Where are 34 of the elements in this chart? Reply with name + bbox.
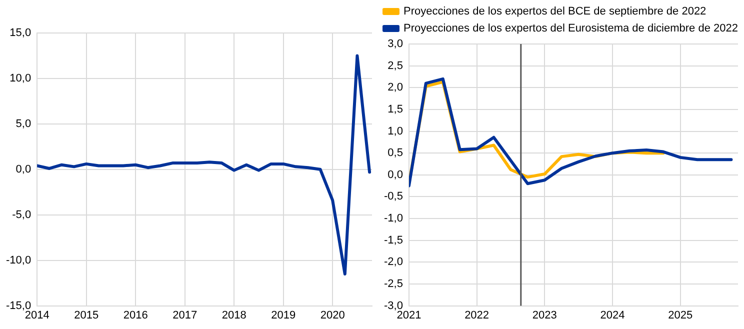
y-tick-label: 15,0 — [10, 27, 32, 40]
x-tick-label: 2014 — [24, 309, 50, 322]
y-tick-label: 2,0 — [388, 82, 403, 94]
y-tick-label: -1,0 — [384, 212, 403, 225]
y-tick-label: 10,0 — [10, 72, 32, 84]
x-tick-label: 2017 — [172, 309, 198, 322]
y-tick-label: -0,5 — [384, 190, 403, 203]
y-tick-label: 0,5 — [388, 147, 403, 160]
x-tick-label: 2023 — [532, 309, 557, 322]
y-tick-label: -2,5 — [384, 278, 403, 290]
x-tick-label: 2025 — [668, 309, 693, 322]
x-tick-label: 2020 — [320, 309, 345, 322]
y-tick-label: -2,0 — [384, 256, 403, 268]
legend-label: Proyecciones de los expertos del BCE de septiembre de 2022 — [404, 6, 706, 18]
y-tick-label: 1,0 — [388, 125, 403, 138]
y-tick-label: -3,0 — [384, 300, 403, 312]
x-tick-label: 2019 — [271, 309, 296, 322]
y-tick-label: 3,0 — [388, 38, 403, 50]
y-tick-label: -15,0 — [6, 300, 32, 312]
x-tick-label: 2021 — [396, 309, 422, 322]
x-tick-label: 2018 — [222, 309, 246, 322]
y-tick-label: -1,5 — [384, 234, 403, 246]
y-tick-label: 0,0 — [16, 163, 32, 176]
y-tick-label: -5,0 — [12, 208, 32, 221]
x-tick-label: 2015 — [74, 309, 99, 322]
x-tick-label: 2022 — [464, 309, 490, 322]
y-tick-label: 1,5 — [388, 103, 403, 116]
y-tick-label: 2,5 — [388, 60, 403, 72]
y-tick-label: -10,0 — [6, 254, 32, 266]
x-tick-label: 2024 — [600, 309, 625, 322]
legend-label: Proyecciones de los expertos del Eurosistema de diciembre de 2022 — [404, 22, 738, 35]
y-tick-label: 5,0 — [16, 118, 32, 130]
y-tick-label: 0,0 — [388, 168, 403, 181]
x-tick-label: 2016 — [123, 309, 148, 322]
